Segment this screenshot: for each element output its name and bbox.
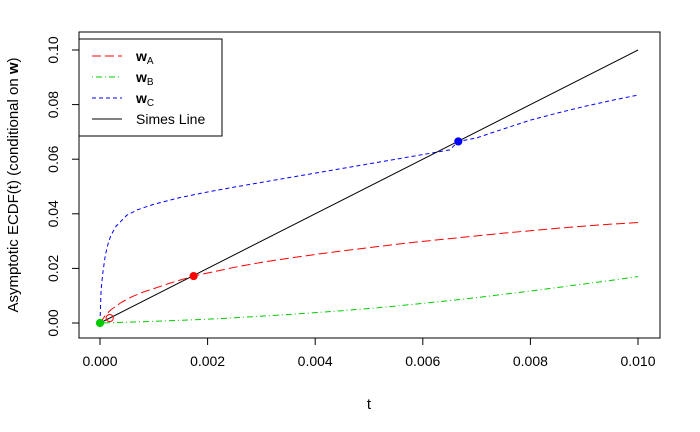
y-tick-label: 0.08: [45, 91, 61, 118]
y-tick-label: 0.06: [45, 145, 61, 172]
legend-box: [78, 38, 223, 137]
y-tick-label: 0.00: [45, 309, 61, 336]
y-axis: 0.00 0.02 0.04 0.06 0.08 0.10: [45, 36, 79, 337]
marker-layer: [95, 137, 463, 328]
y-axis-label-main: Asymptotic ECDF(t) (conditional on: [5, 74, 22, 312]
x-tick-label: 0.006: [405, 353, 440, 369]
x-tick-label: 0.004: [298, 353, 333, 369]
legend-label: wA: [135, 48, 154, 67]
x-tick-label: 0.008: [513, 353, 548, 369]
y-tick-label: 0.02: [45, 255, 61, 282]
y-tick-label: 0.10: [45, 36, 61, 63]
series-line-simes-line: [99, 49, 639, 324]
y-tick-label: 0.04: [45, 200, 61, 227]
series-line-wb: [99, 276, 639, 324]
x-tick-label: 0.000: [82, 353, 117, 369]
data-point-marker: [95, 318, 105, 328]
x-tick-label: 0.002: [190, 353, 225, 369]
series-line-wa: [99, 222, 639, 324]
data-point-marker: [189, 271, 198, 281]
legend-label: Simes Line: [136, 111, 205, 127]
data-point-marker: [454, 137, 463, 146]
plot-frame: [78, 31, 661, 339]
y-axis-label-bold: w: [5, 62, 22, 75]
x-tick-label: 0.010: [620, 353, 655, 369]
y-axis-label: Asymptotic ECDF(t) (conditional on w): [5, 57, 22, 312]
x-axis: 0.000 0.002 0.004 0.006 0.008 0.010: [82, 338, 656, 369]
data-point-marker: [105, 313, 114, 323]
series-line-wc: [99, 94, 639, 324]
legend-label: wB: [135, 69, 154, 88]
legend: wA wB wC Simes Line: [78, 38, 223, 137]
series-layer: [99, 49, 639, 324]
legend-label: wC: [135, 90, 154, 109]
x-axis-label: t: [367, 396, 372, 413]
y-axis-label-tail: ): [5, 57, 22, 62]
